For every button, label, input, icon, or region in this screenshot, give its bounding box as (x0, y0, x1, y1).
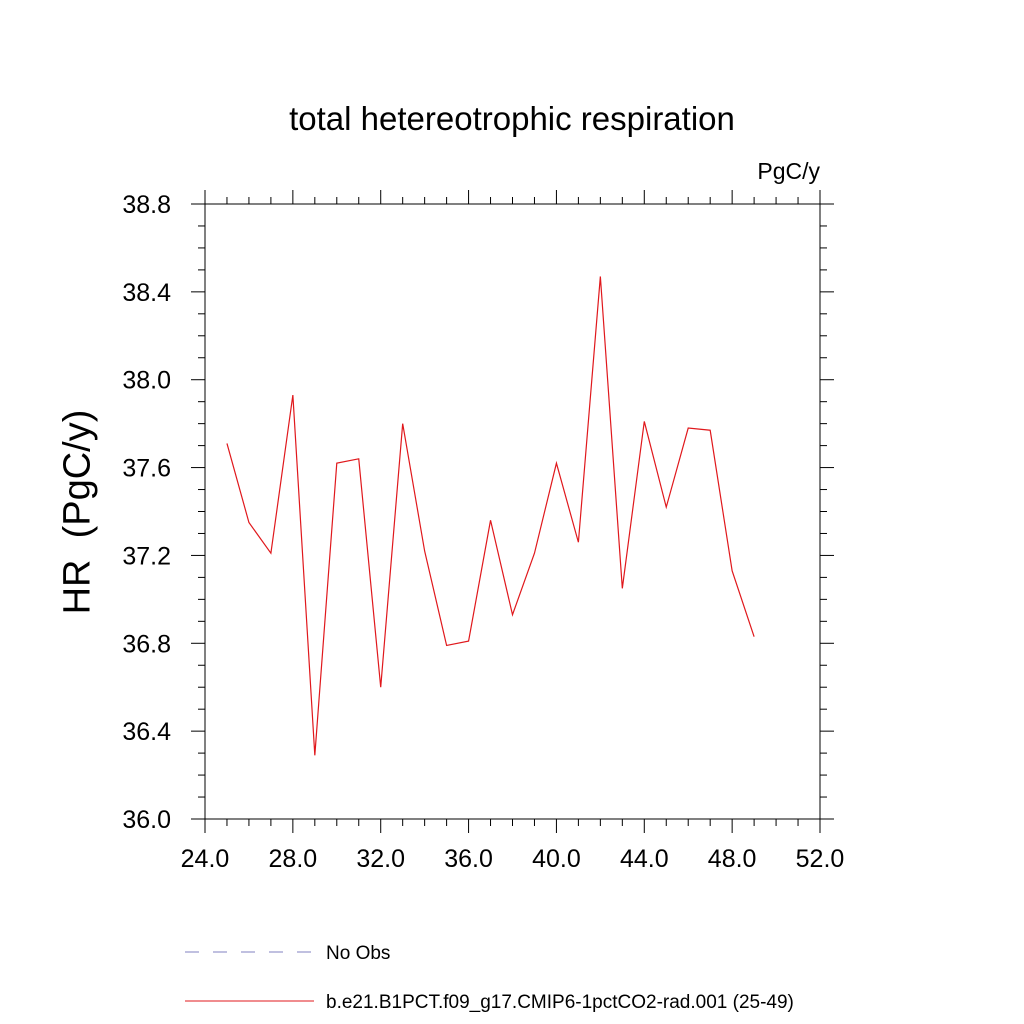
legend: No Obs b.e21.B1PCT.f09_g17.CMIP6-1pctCO2-… (185, 943, 794, 1013)
y-tick-label: 37.6 (122, 455, 171, 483)
tick-labels: 24.0 28.0 32.0 36.0 40.0 44.0 48.0 52.0 36.0 36.4… (122, 191, 844, 873)
axis-ticks (191, 190, 834, 833)
x-tick-label: 32.0 (356, 845, 405, 873)
x-tick-label: 44.0 (620, 845, 669, 873)
series-line-1 (226, 276, 755, 756)
y-tick-label: 38.0 (122, 367, 171, 395)
plot-border (204, 203, 821, 820)
units-label: PgC/y (757, 158, 820, 184)
legend-label-0: No Obs (326, 943, 390, 964)
y-tick-label: 38.8 (122, 191, 171, 219)
chart-title: total hetereotrophic respiration (289, 100, 735, 137)
y-tick-label: 36.4 (122, 718, 171, 746)
y-tick-label: 37.2 (122, 542, 171, 570)
x-tick-label: 36.0 (444, 845, 493, 873)
x-tick-label: 52.0 (796, 845, 845, 873)
x-tick-label: 40.0 (532, 845, 581, 873)
legend-label-1: b.e21.B1PCT.f09_g17.CMIP6-1pctCO2-rad.00… (326, 992, 794, 1013)
y-tick-label: 36.0 (122, 806, 171, 834)
x-tick-label: 28.0 (269, 845, 318, 873)
y-tick-label: 38.4 (122, 279, 171, 307)
series-lines (226, 276, 755, 756)
x-tick-label: 48.0 (708, 845, 757, 873)
x-tick-label: 24.0 (181, 845, 230, 873)
y-tick-label: 36.8 (122, 630, 171, 658)
plot-frame (204, 203, 821, 820)
